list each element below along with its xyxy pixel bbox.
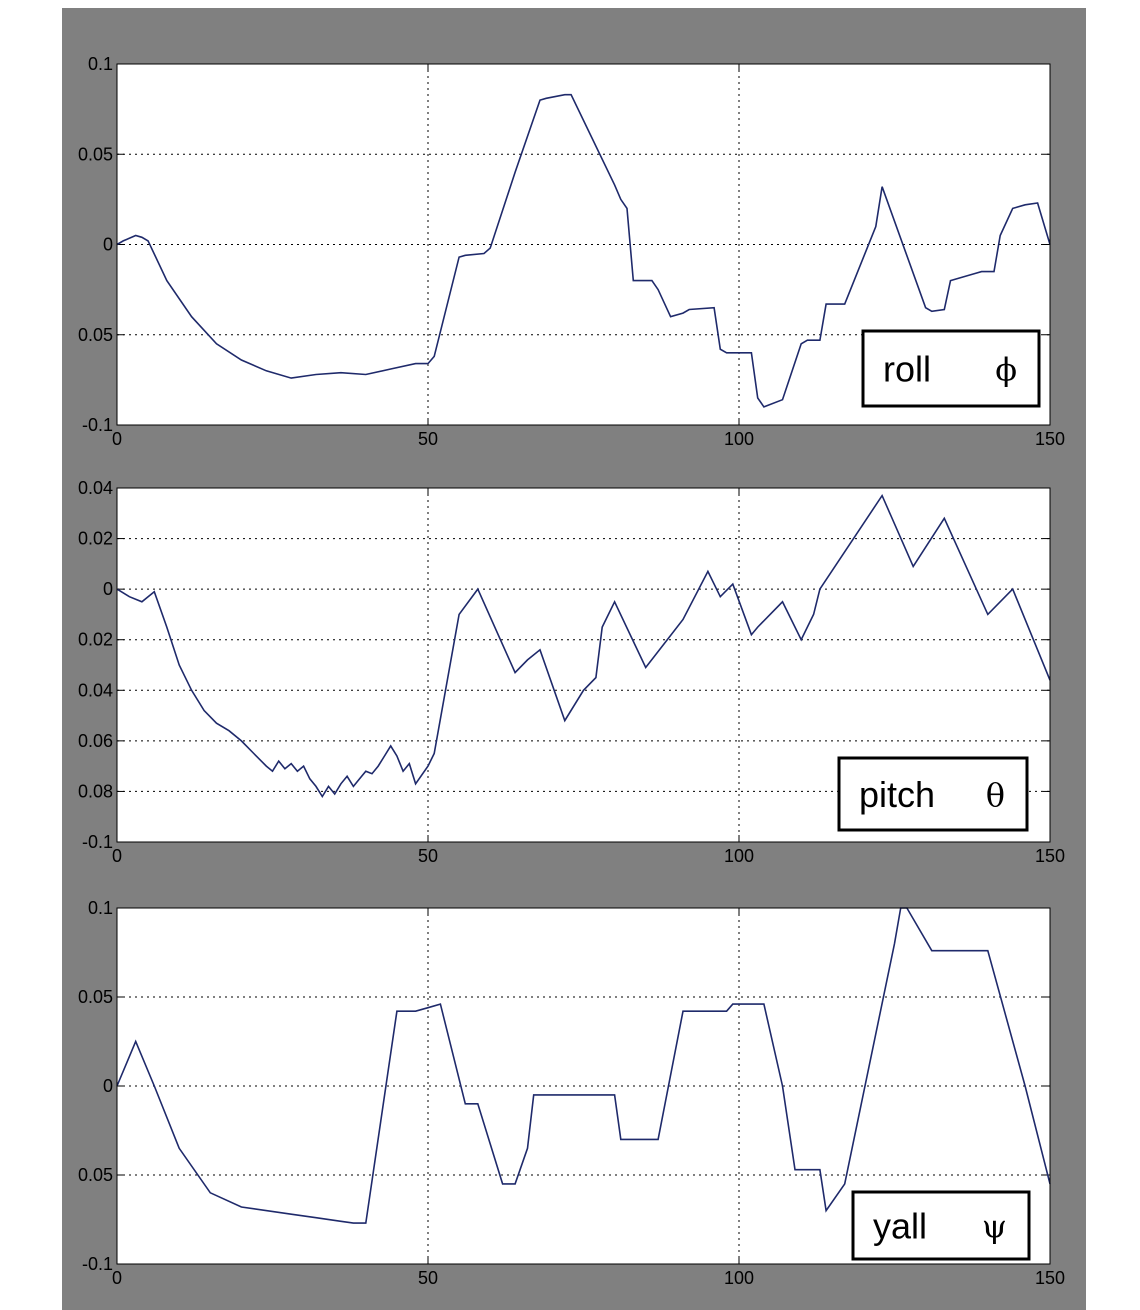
pitch-series-line <box>116 493 1051 799</box>
roll-xtick-label: 100 <box>724 429 754 449</box>
pitch-legend-label: pitch <box>859 774 935 815</box>
pitch-ytick-label: 0.02 <box>78 630 113 650</box>
roll-xtick-label: 0 <box>112 429 122 449</box>
roll-series-line <box>116 93 1051 408</box>
yall-series-line <box>116 907 1051 1224</box>
roll-ytick-label: 0 <box>103 235 113 255</box>
figure: 0 50 100 150 0.1 0.05 0 0.05 -0.1 roll ϕ 0 50 100 150… <box>62 8 1086 1310</box>
roll-subplot: 0 50 100 150 0.1 0.05 0 0.05 -0.1 roll ϕ <box>78 54 1065 449</box>
pitch-legend-symbol: θ <box>986 776 1005 814</box>
yall-ytick-label: 0.05 <box>78 1165 113 1185</box>
yall-xtick-label: 100 <box>724 1268 754 1288</box>
roll-legend-box <box>861 329 1041 408</box>
yall-xtick-label: 150 <box>1035 1268 1065 1288</box>
yall-axes-frame <box>116 907 1051 1265</box>
pitch-ytick-label: 0.06 <box>78 731 113 751</box>
yall-subplot: 0 50 100 150 0.1 0.05 0 0.05 -0.1 yall ψ <box>78 898 1065 1288</box>
charts-svg: 0 50 100 150 0.1 0.05 0 0.05 -0.1 roll ϕ 0 50 100 150… <box>78 54 1065 1288</box>
roll-xtick-label: 150 <box>1035 429 1065 449</box>
pitch-xtick-label: 0 <box>112 846 122 866</box>
pitch-xtick-label: 100 <box>724 846 754 866</box>
pitch-legend-box <box>837 756 1029 832</box>
yall-xtick-label: 0 <box>112 1268 122 1288</box>
roll-ytick-label: 0.1 <box>88 54 113 74</box>
pitch-axes-frame <box>116 487 1051 843</box>
yall-legend-box <box>851 1190 1031 1261</box>
pitch-xtick-label: 150 <box>1035 846 1065 866</box>
yall-ytick-label: 0 <box>103 1076 113 1096</box>
yall-legend-label: yall <box>873 1206 927 1247</box>
pitch-ytick-label: 0.08 <box>78 781 113 801</box>
roll-ytick-label: -0.1 <box>82 415 113 435</box>
roll-xtick-label: 50 <box>418 429 438 449</box>
yall-ytick-label: -0.1 <box>82 1254 113 1274</box>
yall-xtick-label: 50 <box>418 1268 438 1288</box>
roll-axes-frame <box>116 63 1051 426</box>
pitch-ytick-label: 0.02 <box>78 529 113 549</box>
yall-legend-symbol: ψ <box>982 1208 1007 1246</box>
pitch-xtick-label: 50 <box>418 846 438 866</box>
roll-ytick-label: 0.05 <box>78 144 113 164</box>
roll-legend-label: roll <box>883 349 931 390</box>
roll-ytick-label: 0.05 <box>78 325 113 345</box>
roll-legend-symbol: ϕ <box>995 351 1017 389</box>
yall-ytick-label: 0.05 <box>78 987 113 1007</box>
pitch-ytick-label: 0 <box>103 579 113 599</box>
pitch-ytick-label: 0.04 <box>78 478 113 498</box>
pitch-subplot: 0 50 100 150 0.04 0.02 0 0.02 0.04 0.06 0.08 -0.1 pi… <box>78 478 1065 866</box>
yall-ytick-label: 0.1 <box>88 898 113 918</box>
pitch-ytick-label: -0.1 <box>82 832 113 852</box>
pitch-ytick-label: 0.04 <box>78 680 113 700</box>
